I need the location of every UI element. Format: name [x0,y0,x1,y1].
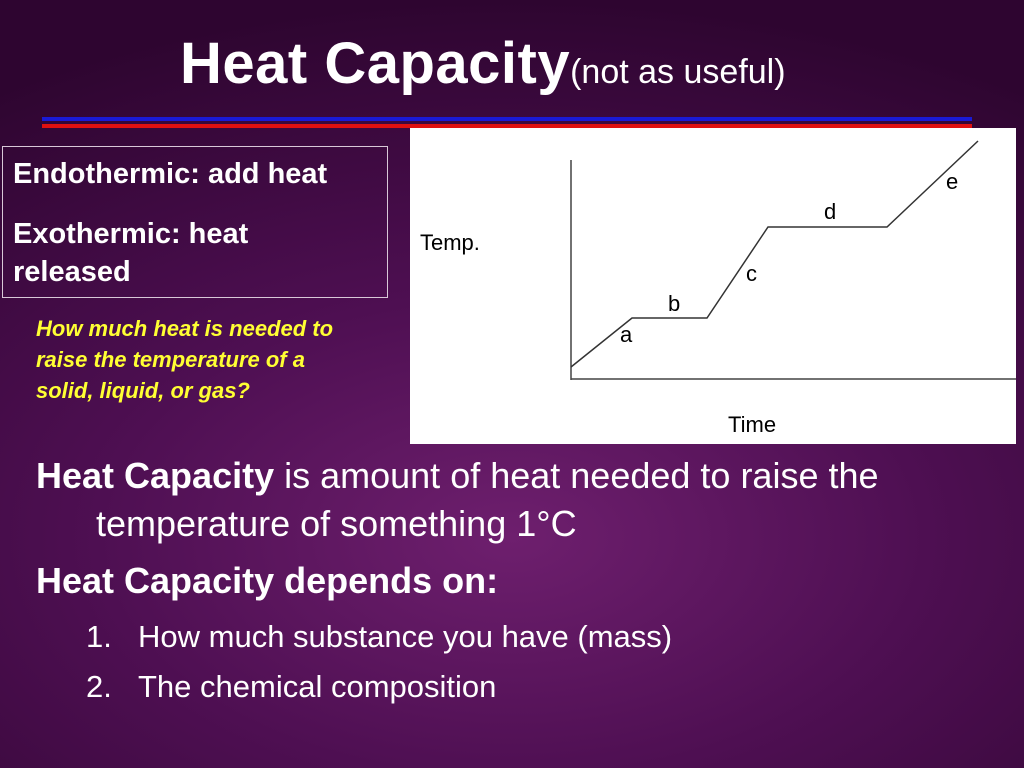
segment-label-d: d [824,199,837,224]
exothermic-definition-line1: Exothermic: heat [13,218,249,250]
question-line3: solid, liquid, or gas? [36,378,250,403]
definition-term: Heat Capacity [36,455,275,496]
heat-capacity-definition: Heat Capacity is amount of heat needed t… [36,452,996,548]
segment-label-a: a [620,322,633,347]
segment-label-e: e [946,169,959,194]
list-item-text: How much substance you have (mass) [138,619,673,654]
definition-box: Endothermic: add heat Exothermic: heat r… [2,146,388,298]
main-content: Heat Capacity is amount of heat needed t… [36,452,996,712]
list-item-number: 2. [86,669,112,704]
question-line2: raise the temperature of a [36,347,305,372]
endothermic-definition: Endothermic: add heat [13,158,328,190]
title-main: Heat Capacity [180,31,571,96]
exothermic-definition-line2: released [13,256,131,288]
heating-curve-svg [570,140,1016,380]
question-line1: How much heat is needed to [36,316,334,341]
list-item-text: The chemical composition [138,669,497,704]
title-subtitle: (not as useful) [570,53,786,91]
segment-label-c: c [746,261,757,286]
list-item: 1. How much substance you have (mass) [86,612,996,662]
title-divider-blue [42,117,972,121]
list-item: 2. The chemical composition [86,662,996,712]
title-divider-red [42,124,972,128]
depends-heading: Heat Capacity depends on: [36,560,499,601]
slide-title: Heat Capacity(not as useful) [180,30,786,97]
segment-label-b: b [668,291,681,316]
heating-curve-line [570,140,979,368]
question-text: How much heat is needed to raise the tem… [36,313,396,406]
depends-list: 1. How much substance you have (mass) 2. T… [36,612,996,712]
definition-line2: temperature of something 1°C [96,503,577,544]
definition-rest: is amount of heat needed to raise the [274,455,879,496]
list-item-number: 1. [86,619,112,654]
y-axis-label: Temp. [420,230,480,255]
heating-curve-diagram: Temp. Time a b c d e [410,128,1016,444]
x-axis-label: Time [728,412,777,437]
